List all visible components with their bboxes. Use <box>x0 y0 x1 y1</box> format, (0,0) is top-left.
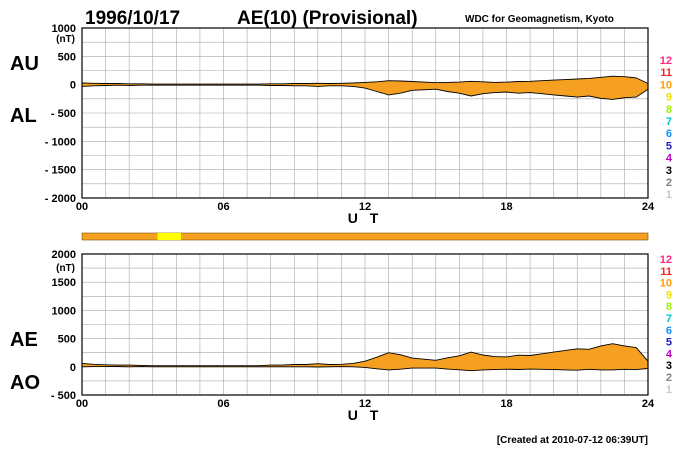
station-legend-entry: 9 <box>666 289 672 301</box>
y-tick-label: - 2000 <box>45 193 76 205</box>
ylabel-bottom: (nT) <box>56 263 75 274</box>
y-tick-label: - 1000 <box>45 136 76 148</box>
index-title: AE(10) (Provisional) <box>237 8 418 29</box>
x-tick-label: 06 <box>217 398 229 410</box>
x-tick-label: 00 <box>76 201 88 213</box>
source-label: WDC for Geomagnetism, Kyoto <box>465 14 614 25</box>
station-legend-entry: 6 <box>666 325 672 337</box>
created-note: [Created at 2010-07-12 06:39UT] <box>497 435 648 446</box>
coverage-bar-main <box>81 232 649 241</box>
x-axis-label: U T <box>348 210 383 226</box>
station-legend-entry: 2 <box>666 372 672 384</box>
ao-series-label: AO <box>10 372 40 394</box>
station-legend-entry: 10 <box>660 79 672 91</box>
x-tick-label: 12 <box>359 398 371 410</box>
y-tick-label: - 1500 <box>45 165 76 177</box>
x-tick-label: 24 <box>642 201 655 213</box>
station-legend-entry: 7 <box>666 116 672 128</box>
plot-frame <box>81 27 649 199</box>
station-legend-entry: 8 <box>666 301 672 313</box>
y-tick-label: 500 <box>58 334 76 346</box>
y-tick-label: 1000 <box>52 305 76 317</box>
x-tick-label: 18 <box>500 398 512 410</box>
station-legend-entry: 5 <box>666 337 672 349</box>
au-series-label: AU <box>10 53 39 75</box>
station-legend-entry: 12 <box>660 254 672 266</box>
coverage-bar-highlight <box>157 233 182 240</box>
station-legend-entry: 2 <box>666 177 672 189</box>
date-title: 1996/10/17 <box>85 8 180 29</box>
x-tick-label: 18 <box>500 201 512 213</box>
station-legend-entry: 10 <box>660 278 672 290</box>
station-legend-entry: 12 <box>660 55 672 67</box>
x-tick-label: 24 <box>642 398 655 410</box>
plot-frame <box>81 253 649 396</box>
station-legend-entry: 9 <box>666 92 672 104</box>
al-series-label: AL <box>10 105 37 127</box>
x-tick-label: 00 <box>76 398 88 410</box>
ae-series-label: AE <box>10 329 38 351</box>
y-tick-label: - 500 <box>51 108 76 120</box>
station-legend-entry: 8 <box>666 104 672 116</box>
y-tick-label: 0 <box>70 362 76 374</box>
station-coverage-bar <box>81 232 649 241</box>
station-legend-entry: 7 <box>666 313 672 325</box>
station-legend-entry: 3 <box>666 165 672 177</box>
station-legend-entry: 4 <box>666 153 673 165</box>
y-tick-label: 1500 <box>52 277 76 289</box>
x-tick-label: 06 <box>217 201 229 213</box>
y-tick-label: 2000 <box>52 249 76 261</box>
series-line-ao <box>81 366 649 372</box>
series-line-au <box>81 75 649 85</box>
station-legend-entry: 3 <box>666 360 672 372</box>
series-line-ae <box>81 343 649 367</box>
y-tick-label: 500 <box>58 51 76 63</box>
band-fill-ae-ao <box>82 343 648 371</box>
x-tick-label: 12 <box>359 201 371 213</box>
series-line-al <box>81 84 649 100</box>
station-legend-entry: 1 <box>666 189 672 201</box>
y-tick-label: 0 <box>70 80 76 92</box>
station-legend-entry: 1 <box>666 384 672 396</box>
station-legend-entry: 5 <box>666 140 672 152</box>
station-legend-entry: 6 <box>666 128 672 140</box>
x-axis-label: U T <box>348 407 383 423</box>
station-legend-entry: 4 <box>666 348 673 360</box>
station-legend-entry: 11 <box>660 67 672 79</box>
y-tick-label: 1000 <box>52 23 76 35</box>
station-legend-entry: 11 <box>660 266 672 278</box>
y-tick-label: - 500 <box>51 390 76 402</box>
ylabel-top: (nT) <box>56 34 75 45</box>
